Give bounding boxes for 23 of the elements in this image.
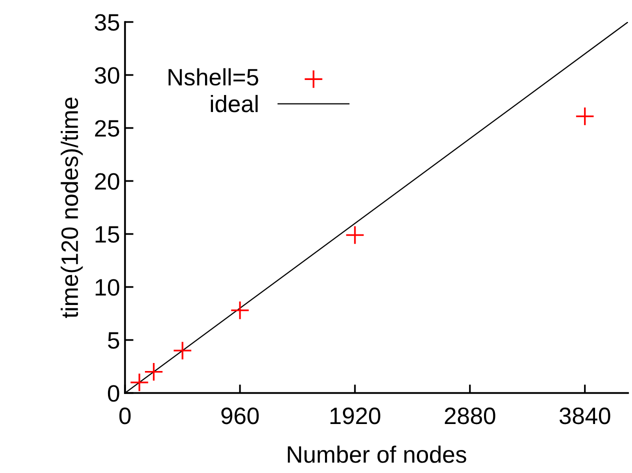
y-tick-label: 20 <box>95 173 120 190</box>
point <box>130 372 149 392</box>
x-tick-label: 1920 <box>330 408 380 424</box>
y-tick-label: 5 <box>108 332 120 349</box>
y-axis-title: time(120 nodes)/time <box>60 98 83 318</box>
x-tick-label: 2880 <box>444 408 496 424</box>
legend-label: Nshell=5 <box>168 68 258 86</box>
y-tick-label: 35 <box>94 14 120 31</box>
x-tick-label: 3840 <box>560 408 610 424</box>
point <box>345 225 365 245</box>
y-tick-label: 15 <box>96 226 120 243</box>
point <box>144 362 164 382</box>
y-tick-label: 30 <box>94 67 120 84</box>
y-tick-label: 10 <box>96 279 120 296</box>
point <box>230 300 250 320</box>
legend-label: ideal <box>210 94 258 112</box>
x-tick-label: 960 <box>221 408 259 424</box>
x-axis-title: Number of nodes <box>288 446 466 463</box>
point <box>575 106 595 126</box>
y-tick-label: 0 <box>108 385 120 402</box>
point <box>172 340 192 360</box>
x-tick-label: 0 <box>119 408 131 424</box>
y-tick-label: 25 <box>95 120 120 137</box>
